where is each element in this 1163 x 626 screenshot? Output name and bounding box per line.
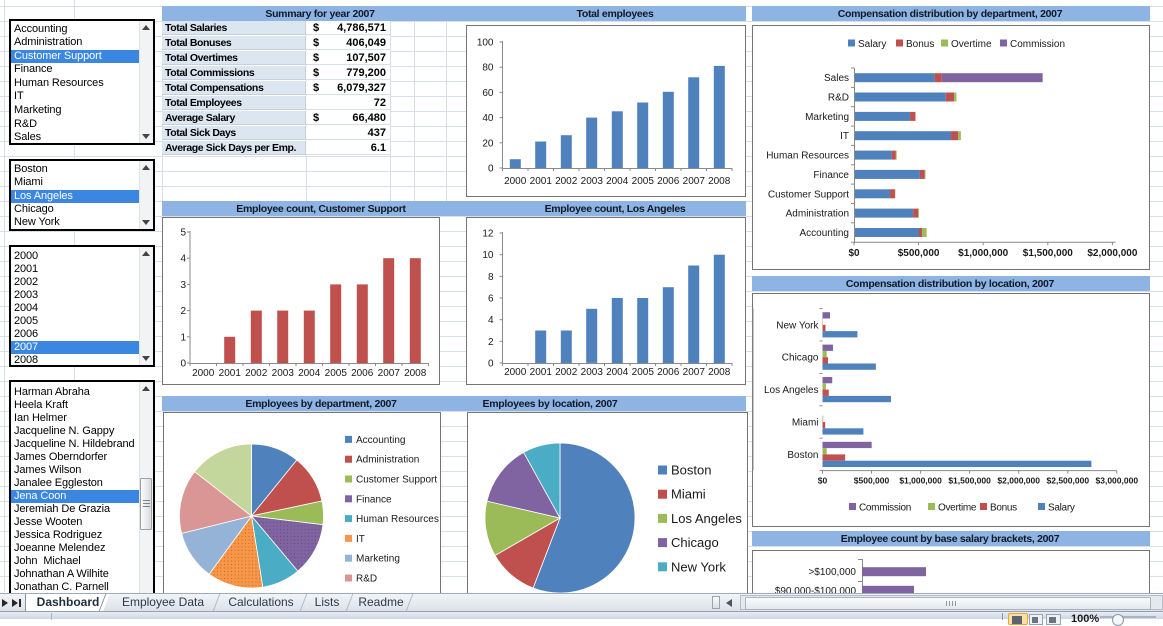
svg-text:$2,000,000: $2,000,000	[997, 476, 1040, 486]
svg-text:Marketing: Marketing	[356, 554, 400, 565]
svg-text:80: 80	[482, 63, 494, 74]
svg-text:$2,000,000: $2,000,000	[1087, 248, 1137, 259]
svg-text:Accounting: Accounting	[800, 228, 849, 239]
svg-text:2008: 2008	[708, 367, 731, 378]
svg-text:IT: IT	[840, 131, 849, 142]
svg-text:R&D: R&D	[828, 93, 849, 104]
svg-text:IT: IT	[356, 534, 365, 545]
svg-text:4: 4	[488, 315, 494, 326]
svg-text:2003: 2003	[581, 367, 604, 378]
svg-text:2006: 2006	[657, 176, 680, 187]
svg-text:2003: 2003	[272, 368, 295, 379]
svg-text:100: 100	[477, 38, 494, 49]
svg-text:2000: 2000	[504, 176, 527, 187]
svg-text:10: 10	[482, 250, 494, 261]
svg-text:20: 20	[482, 138, 494, 149]
svg-text:$500,000: $500,000	[898, 248, 940, 259]
svg-text:Customer Support: Customer Support	[356, 475, 437, 486]
svg-text:0: 0	[488, 359, 494, 370]
svg-text:2007: 2007	[683, 176, 706, 187]
svg-text:5: 5	[180, 228, 186, 239]
svg-text:Human Resources: Human Resources	[766, 151, 849, 162]
svg-text:2006: 2006	[657, 367, 680, 378]
svg-text:Finance: Finance	[813, 170, 849, 181]
svg-text:2008: 2008	[708, 176, 731, 187]
svg-text:Chicago: Chicago	[782, 353, 819, 364]
svg-text:Marketing: Marketing	[805, 112, 849, 123]
svg-text:$1,500,000: $1,500,000	[948, 476, 991, 486]
svg-text:Boston: Boston	[671, 463, 711, 478]
svg-text:2: 2	[488, 337, 494, 348]
svg-text:2004: 2004	[298, 368, 321, 379]
svg-text:2005: 2005	[632, 176, 655, 187]
svg-text:Miami: Miami	[792, 418, 819, 429]
svg-text:0: 0	[180, 359, 186, 370]
svg-text:Administration: Administration	[786, 209, 849, 220]
svg-text:$1,000,000: $1,000,000	[899, 476, 942, 486]
svg-text:$0: $0	[848, 248, 860, 259]
svg-text:40: 40	[482, 113, 494, 124]
svg-text:Los Angeles: Los Angeles	[671, 511, 742, 526]
svg-text:$500,000: $500,000	[854, 476, 890, 486]
svg-text:New York: New York	[776, 320, 819, 331]
svg-text:2007: 2007	[683, 367, 706, 378]
svg-text:2001: 2001	[530, 367, 553, 378]
svg-text:Accounting: Accounting	[356, 435, 405, 446]
svg-text:Boston: Boston	[787, 450, 818, 461]
svg-text:Miami: Miami	[671, 487, 706, 502]
svg-text:$1,500,000: $1,500,000	[1023, 248, 1073, 259]
svg-text:2003: 2003	[581, 176, 604, 187]
svg-text:2000: 2000	[504, 367, 527, 378]
svg-text:$0: $0	[818, 476, 828, 486]
svg-text:Salary: Salary	[1048, 503, 1075, 514]
svg-text:Chicago: Chicago	[671, 535, 719, 550]
svg-text:2005: 2005	[632, 367, 655, 378]
svg-text:3: 3	[180, 280, 186, 291]
svg-text:2008: 2008	[404, 368, 427, 379]
svg-text:8: 8	[488, 272, 494, 283]
svg-text:Overtime: Overtime	[951, 39, 992, 50]
svg-text:Commission: Commission	[859, 503, 911, 514]
svg-text:Administration: Administration	[356, 455, 419, 466]
svg-text:2004: 2004	[606, 176, 629, 187]
svg-text:2007: 2007	[378, 368, 401, 379]
svg-text:2002: 2002	[245, 368, 268, 379]
svg-text:2001: 2001	[530, 176, 553, 187]
svg-text:4: 4	[180, 254, 186, 265]
svg-text:Los Angeles: Los Angeles	[764, 385, 819, 396]
svg-text:2004: 2004	[606, 367, 629, 378]
svg-text:2005: 2005	[325, 368, 348, 379]
svg-text:60: 60	[482, 88, 494, 99]
svg-text:1: 1	[180, 332, 186, 343]
svg-text:Customer Support: Customer Support	[768, 189, 849, 200]
svg-text:R&D: R&D	[356, 574, 377, 585]
svg-text:Overtime: Overtime	[938, 503, 977, 514]
svg-text:2000: 2000	[192, 368, 215, 379]
svg-text:Human Resources: Human Resources	[356, 514, 439, 525]
svg-text:$2,500,000: $2,500,000	[1047, 476, 1090, 486]
svg-text:2: 2	[180, 306, 186, 317]
svg-text:Bonus: Bonus	[990, 503, 1017, 514]
svg-text:New York: New York	[671, 559, 726, 574]
svg-text:2006: 2006	[351, 368, 374, 379]
svg-text:12: 12	[482, 229, 494, 240]
svg-text:$1,000,000: $1,000,000	[958, 248, 1008, 259]
svg-text:Salary: Salary	[858, 39, 886, 50]
svg-text:>$100,000: >$100,000	[808, 567, 856, 578]
svg-text:Sales: Sales	[824, 73, 849, 84]
svg-text:2002: 2002	[555, 176, 578, 187]
svg-text:6: 6	[488, 294, 494, 305]
svg-text:2002: 2002	[555, 367, 578, 378]
svg-text:Finance: Finance	[356, 494, 392, 505]
svg-text:Commission: Commission	[1010, 39, 1065, 50]
svg-text:0: 0	[488, 164, 494, 175]
svg-text:2001: 2001	[219, 368, 242, 379]
svg-text:Bonus: Bonus	[906, 39, 934, 50]
svg-text:$3,000,000: $3,000,000	[1096, 476, 1139, 486]
